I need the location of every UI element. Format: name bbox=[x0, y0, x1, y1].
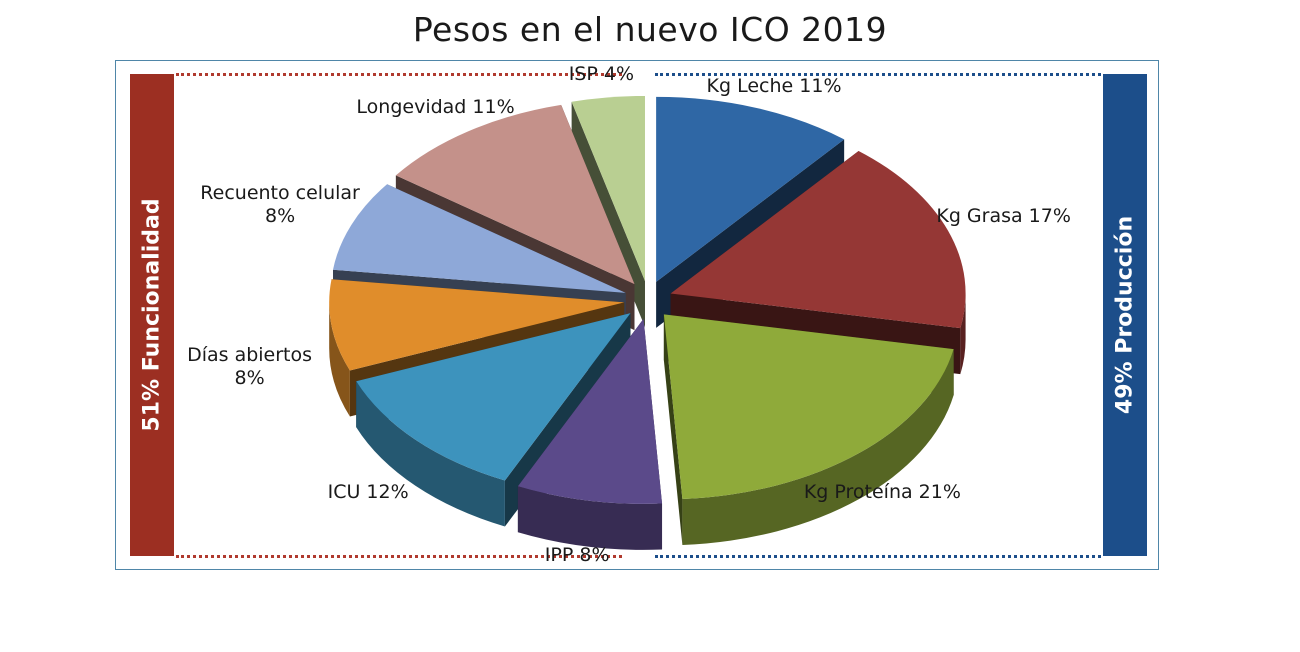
slice-label-line: ISP 4% bbox=[568, 63, 635, 86]
pie-slice-top bbox=[517, 318, 663, 504]
pie-slice-top bbox=[663, 314, 954, 500]
chart-title: Pesos en el nuevo ICO 2019 bbox=[412, 10, 888, 49]
slice-label-5: Días abiertos 8% bbox=[187, 344, 312, 390]
pie-slice-top bbox=[356, 313, 631, 481]
slice-label-6: Recuento celular 8% bbox=[200, 182, 360, 228]
slice-label-8: ISP 4% bbox=[569, 63, 634, 86]
pie-slice-top bbox=[571, 95, 645, 281]
slice-label-1: Kg Grasa 17% bbox=[936, 205, 1071, 228]
slice-label-0: Kg Leche 11% bbox=[707, 75, 842, 98]
pie-slice-top bbox=[395, 104, 635, 285]
slice-label-line: Días abiertos bbox=[187, 343, 313, 366]
pie-slice-rim bbox=[517, 486, 663, 550]
pie-slice-top bbox=[656, 96, 845, 282]
slice-label-7: Longevidad 11% bbox=[356, 96, 514, 119]
slice-label-line: 8% bbox=[265, 205, 296, 228]
slice-label-line: Kg Leche 11% bbox=[706, 74, 842, 97]
group-band-funcionalidad: 51% Funcionalidad bbox=[130, 74, 174, 556]
pie-slice-top bbox=[670, 150, 966, 329]
pie-slice-2 bbox=[663, 314, 954, 546]
chart-frame bbox=[115, 60, 1159, 570]
pie-slice-3 bbox=[517, 318, 663, 550]
slice-label-3: IPP 8% bbox=[545, 544, 610, 567]
slice-label-line: ICU 12% bbox=[327, 480, 409, 503]
right-dotted-rule-bottom bbox=[655, 555, 1101, 558]
left-dotted-rule bbox=[176, 73, 622, 76]
slice-label-4: ICU 12% bbox=[328, 481, 409, 504]
group-band-produccion: 49% Producción bbox=[1103, 74, 1147, 556]
slice-label-line: 8% bbox=[234, 366, 265, 389]
left-dotted-rule-bottom bbox=[176, 555, 622, 558]
pie-slice-rim bbox=[329, 302, 350, 417]
slice-label-line: Longevidad 11% bbox=[356, 96, 515, 119]
slice-label-2: Kg Proteína 21% bbox=[804, 481, 961, 504]
slice-label-line: Recuento celular bbox=[200, 182, 360, 205]
slice-label-line: Kg Grasa 17% bbox=[936, 204, 1071, 227]
pie-slice-wall bbox=[663, 314, 683, 546]
pie-slice-rim bbox=[682, 349, 954, 546]
pie-slice-rim bbox=[960, 293, 966, 375]
pie-slice-rim bbox=[356, 381, 505, 527]
pie-slice-top bbox=[329, 279, 625, 371]
slice-label-line: IPP 8% bbox=[544, 544, 610, 567]
pie-slice-top bbox=[333, 184, 626, 293]
right-dotted-rule bbox=[655, 73, 1101, 76]
slice-label-line: Kg Proteína 21% bbox=[803, 481, 961, 504]
